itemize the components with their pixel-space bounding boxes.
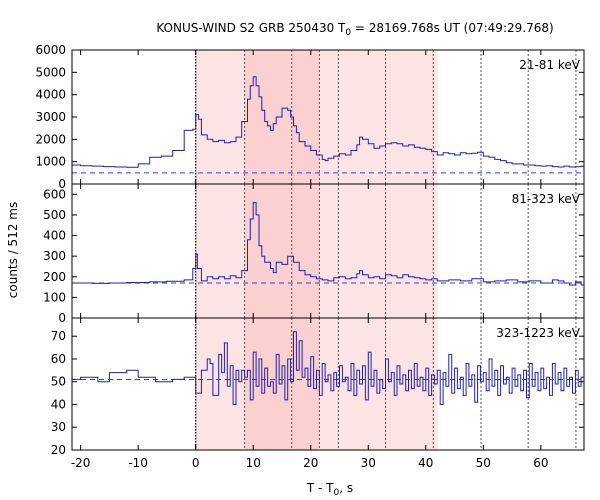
y-tick-label: 300	[43, 249, 66, 263]
y-tick-label: 70	[51, 329, 66, 343]
energy-band-label: 81-323 keV	[512, 192, 581, 206]
x-axis-title: T - T0, s	[306, 481, 353, 498]
y-tick-label: 4000	[35, 88, 66, 102]
y-tick-label: 500	[43, 208, 66, 222]
chart-title-text-rest: = 28169.768s UT (07:49:29.768)	[351, 21, 554, 35]
x-tick-label: 50	[476, 456, 491, 470]
light-curve-line	[72, 202, 585, 288]
y-tick-label: 30	[51, 420, 66, 434]
y-axis-title: counts / 512 ms	[6, 202, 20, 298]
y-tick-label: 60	[51, 352, 66, 366]
x-tick-label: -10	[128, 456, 148, 470]
x-tick-label: 30	[361, 456, 376, 470]
y-tick-label: 400	[43, 229, 66, 243]
panel-1: 0 1000 2000 3000 4000 5000 6000 21-81 keV	[35, 43, 585, 191]
x-tick-label: 10	[246, 456, 261, 470]
panels: 0 1000 2000 3000 4000 5000 6000 21-81 keV 0 100 20…	[35, 43, 585, 457]
x-tick-label: 40	[418, 456, 433, 470]
x-tick-label: -20	[71, 456, 91, 470]
y-tick-label: 0	[58, 311, 66, 325]
x-tick-label: 20	[303, 456, 318, 470]
light-curve-line	[72, 331, 585, 405]
y-tick-label: 5000	[35, 65, 66, 79]
x-axis-title-text: T - T	[306, 481, 334, 495]
panel-3: 20 30 40 50 60 70 323-1223 keV	[51, 317, 585, 457]
y-tick-label: 50	[51, 375, 66, 389]
y-tick-label: 20	[51, 443, 66, 457]
light-curve-line	[72, 76, 585, 168]
x-axis-title-subscript: 0	[334, 488, 340, 498]
y-tick-label: 0	[58, 177, 66, 191]
y-tick-label: 3000	[35, 110, 66, 124]
y-tick-label: 100	[43, 290, 66, 304]
x-axis-title-text-rest: , s	[339, 481, 353, 495]
shaded-interval	[244, 184, 320, 318]
x-axis-ticks: -20 -10 0 10 20 30 40 50 60	[71, 456, 549, 470]
chart-title-text: KONUS-WIND S2 GRB 250430 T	[156, 21, 346, 35]
chart-title-subscript: 0	[345, 28, 351, 38]
panel-2: 0 100 200 300 400 500 600 81-323 keV	[43, 183, 585, 325]
y-tick-label: 40	[51, 397, 66, 411]
energy-band-label: 323-1223 keV	[496, 326, 580, 340]
y-tick-label: 1000	[35, 155, 66, 169]
x-tick-label: 0	[192, 456, 200, 470]
panel-frame	[71, 317, 585, 451]
y-tick-label: 6000	[35, 43, 66, 57]
x-tick-label: 60	[533, 456, 548, 470]
chart-title: KONUS-WIND S2 GRB 250430 T0 = 28169.768s…	[156, 21, 553, 38]
y-tick-label: 200	[43, 270, 66, 284]
y-tick-label: 2000	[35, 132, 66, 146]
energy-band-label: 21-81 keV	[519, 58, 581, 72]
y-tick-label: 600	[43, 187, 66, 201]
